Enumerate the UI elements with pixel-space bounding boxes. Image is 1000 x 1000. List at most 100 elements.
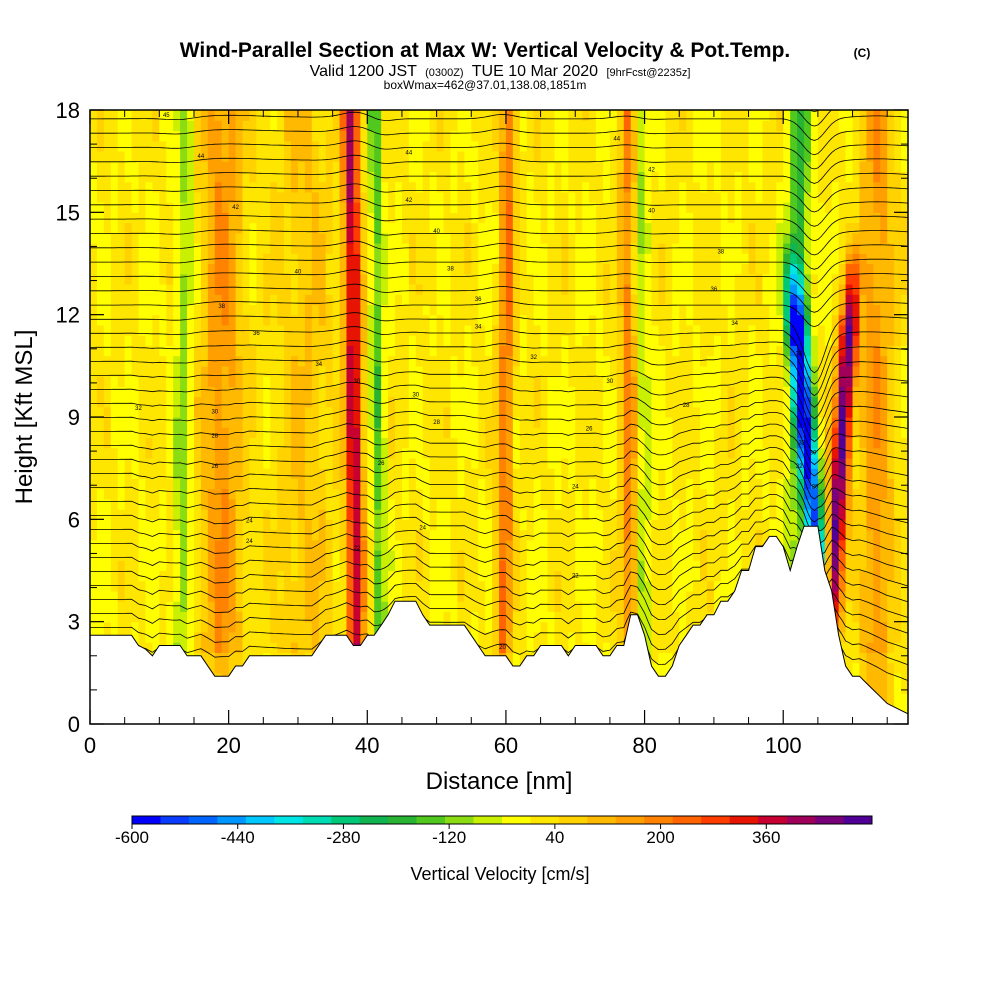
- colorbar-swatch: [502, 816, 531, 824]
- theta-contour: [90, 140, 908, 170]
- contour-label: 30: [354, 379, 361, 385]
- contour-label: 38: [218, 304, 225, 310]
- contour-label: 34: [731, 321, 738, 327]
- contour-label: 36: [711, 287, 718, 293]
- contour-label: 20: [499, 645, 506, 651]
- theta-contour: [90, 283, 908, 313]
- contour-label: 44: [613, 137, 620, 143]
- y-tick-label: 9: [68, 405, 80, 430]
- colorbar-swatch: [843, 816, 873, 824]
- colorbar-swatch: [160, 816, 190, 824]
- theta-contour: [90, 376, 908, 431]
- theta-contour: [90, 494, 908, 555]
- subtitle-bracket: [9hrFcst@2235z]: [606, 67, 690, 79]
- x-tick-label: 80: [632, 733, 656, 758]
- colorbar-swatch: [416, 816, 446, 824]
- contour-label: 26: [378, 461, 385, 467]
- contour-label: 44: [198, 154, 205, 160]
- colorbar-swatch: [331, 816, 360, 824]
- x-axis-label: Distance [nm]: [426, 768, 573, 795]
- colorbar-swatch: [359, 816, 389, 824]
- contour-label: 28: [211, 434, 218, 440]
- contour-label: 40: [648, 208, 655, 214]
- colorbar-swatch: [132, 816, 161, 824]
- theta-contour: [90, 412, 908, 466]
- contour-label: 36: [253, 331, 260, 337]
- colorbar-tick-label: 200: [646, 828, 674, 847]
- colorbar-swatch: [302, 816, 332, 824]
- contour-label: 34: [315, 362, 322, 368]
- chart-subtitle: Valid 1200 JST (0300Z) TUE 10 Mar 2020 […: [310, 63, 691, 80]
- y-axis-label: Height [Kft MSL]: [11, 330, 38, 505]
- theta-contour: [90, 312, 908, 374]
- colorbar-tick-label: -120: [432, 828, 466, 847]
- colorbar-swatch: [530, 816, 560, 824]
- contour-label: 30: [211, 410, 218, 416]
- theta-contour: [90, 482, 908, 540]
- theta-contour: [90, 298, 908, 328]
- theta-contour: [90, 365, 908, 420]
- y-tick-label: 18: [56, 98, 80, 123]
- theta-contour: [90, 505, 908, 571]
- theta-contour: [90, 340, 908, 397]
- theta-contour: [90, 226, 908, 256]
- theta-contour: [90, 529, 908, 603]
- theta-contour: [90, 388, 908, 443]
- colorbar-tick-label: -440: [221, 828, 255, 847]
- colorbar-swatch: [644, 816, 674, 824]
- colorbar-swatch: [758, 816, 787, 824]
- colorbar-swatch: [615, 816, 645, 824]
- colorbar-swatch: [587, 816, 617, 824]
- chart-subsubtitle: boxWmax=462@37.01,138.08,1851m: [384, 78, 587, 92]
- theta-contour: [90, 435, 908, 489]
- theta-contour: [90, 353, 908, 408]
- theta-contour: [90, 269, 908, 299]
- velocity-field: [90, 110, 908, 724]
- colorbar: -600 -440 -280 -120 40 200 360: [115, 815, 873, 847]
- contour-label: 28: [812, 485, 819, 491]
- contour-label: 44: [406, 150, 413, 156]
- terrain: [90, 525, 908, 724]
- subtitle-small: (0300Z): [425, 67, 464, 79]
- contour-label: 38: [447, 266, 454, 272]
- contour-label: 36: [475, 297, 482, 303]
- colorbar-swatch: [729, 816, 759, 824]
- contour-label: 30: [412, 393, 419, 399]
- contour-label: 42: [406, 198, 413, 204]
- theta-contour: [90, 126, 908, 156]
- theta-contour: [90, 169, 908, 199]
- theta-contour: [90, 255, 908, 285]
- theta-contour: [809, 110, 820, 113]
- contour-label: 40: [295, 270, 302, 276]
- contour-label: 40: [433, 229, 440, 235]
- contour-label: 34: [475, 324, 482, 330]
- y-tick-label: 3: [68, 610, 80, 635]
- theta-contour: [90, 470, 908, 524]
- colorbar-swatch: [815, 816, 844, 824]
- contour-label: 45: [163, 113, 170, 119]
- theta-contour: [90, 458, 908, 512]
- colorbar-swatch: [388, 816, 417, 824]
- colorbar-frame: [131, 815, 873, 825]
- theta-contour: [90, 183, 908, 213]
- chart-title: Wind-Parallel Section at Max W: Vertical…: [180, 39, 791, 62]
- theta-contour: [90, 197, 908, 227]
- contour-label: 24: [246, 539, 253, 545]
- contour-label: 38: [717, 249, 724, 255]
- chart-title-mark: (C): [854, 46, 871, 60]
- contour-label: 36: [796, 352, 803, 358]
- colorbar-swatch: [245, 816, 275, 824]
- colorbar-tick-label: 360: [752, 828, 780, 847]
- theta-contour: [90, 517, 908, 587]
- y-tick-label: 15: [56, 200, 80, 225]
- x-tick-label: 0: [84, 733, 96, 758]
- colorbar-title: Vertical Velocity [cm/s]: [410, 864, 589, 884]
- x-tick-label: 60: [494, 733, 518, 758]
- colorbar-tick-label: -600: [115, 828, 149, 847]
- contour-label: 32: [530, 355, 537, 361]
- y-tick-label: 0: [68, 712, 80, 737]
- contour-label: 42: [232, 205, 239, 211]
- contour-label: 24: [246, 519, 253, 525]
